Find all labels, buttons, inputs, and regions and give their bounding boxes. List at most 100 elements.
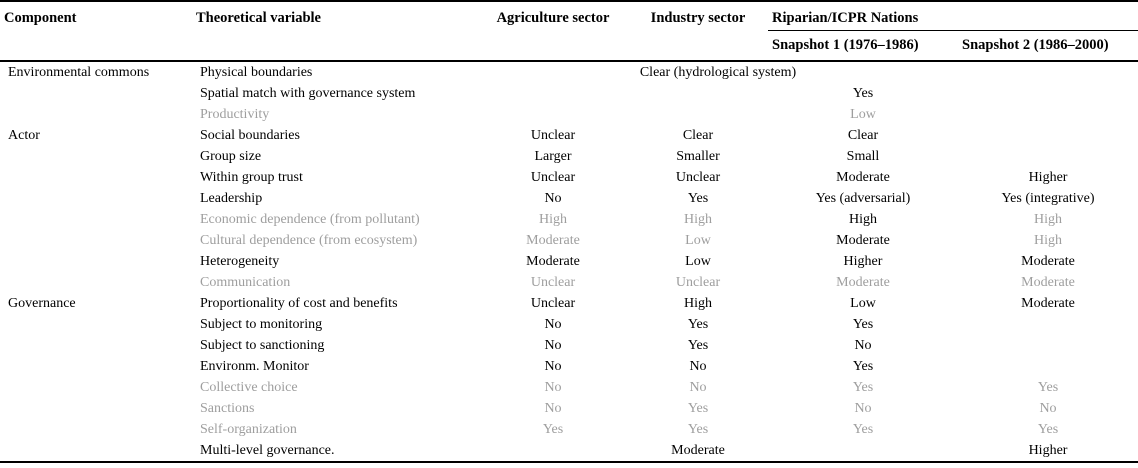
col-header-variable: Theoretical variable (196, 10, 321, 26)
cell-snapshot2: Yes (integrative) (1001, 191, 1095, 206)
cell-component: Environmental commons (0, 60, 192, 83)
table-row: Heterogeneity Moderate Low Higher Modera… (0, 251, 1138, 272)
cell-merged-span: Clear (hydrological system) (478, 60, 958, 83)
cell-agriculture: No (544, 359, 562, 374)
cell-snapshot2: High (1034, 212, 1062, 227)
cell-component (0, 146, 192, 167)
table-row: Sanctions No Yes No No (0, 398, 1138, 419)
cell-variable: Productivity (200, 107, 270, 122)
cell-agriculture (478, 440, 628, 462)
cell-snapshot2: Yes (1037, 422, 1059, 437)
cell-component (0, 356, 192, 377)
cell-snapshot1: Yes (852, 380, 874, 395)
cell-industry: High (684, 296, 712, 311)
table-row: Economic dependence (from pollutant) Hig… (0, 209, 1138, 230)
cell-snapshot1: Small (846, 149, 880, 164)
cell-variable: Proportionality of cost and benefits (200, 296, 398, 311)
cell-industry (628, 83, 768, 104)
cell-component (0, 104, 192, 125)
cell-snapshot1: Low (850, 296, 876, 311)
cell-snapshot2: High (1034, 233, 1062, 248)
cell-component (0, 377, 192, 398)
cell-snapshot2 (958, 356, 1138, 377)
col-header-component: Component (4, 10, 77, 26)
cell-component: Actor (8, 128, 40, 143)
table-row: Collective choice No No Yes Yes (0, 377, 1138, 398)
cell-agriculture: No (544, 317, 562, 332)
cell-snapshot2 (958, 104, 1138, 125)
cell-industry: Unclear (675, 170, 721, 185)
cell-snapshot2 (958, 335, 1138, 356)
cell-industry: No (689, 359, 707, 374)
cell-snapshot2 (958, 125, 1138, 146)
table-row: Group size Larger Smaller Small (0, 146, 1138, 167)
cell-snapshot2: No (1039, 401, 1057, 416)
cell-variable: Sanctions (200, 401, 255, 416)
cell-industry: Yes (687, 338, 709, 353)
cell-industry: Yes (687, 422, 709, 437)
cell-agriculture: Unclear (530, 170, 576, 185)
cell-agriculture: Unclear (530, 296, 576, 311)
cell-variable: Multi-level governance. (200, 443, 335, 458)
cell-industry: Clear (682, 128, 714, 143)
cell-industry: Low (685, 254, 711, 269)
cell-snapshot1: Low (850, 107, 876, 122)
cell-agriculture: Moderate (526, 254, 580, 269)
cell-agriculture: Larger (534, 149, 572, 164)
cell-industry: High (684, 212, 712, 227)
cell-component (0, 335, 192, 356)
cell-snapshot2: Moderate (1021, 275, 1075, 290)
cell-component (0, 230, 192, 251)
cell-snapshot1: No (854, 401, 872, 416)
table-row: Leadership No Yes Yes (adversarial) Yes … (0, 188, 1138, 209)
cell-snapshot1: Moderate (836, 233, 890, 248)
cell-component: Governance (8, 296, 76, 311)
table-row: Spatial match with governance system Yes (0, 83, 1138, 104)
cell-industry: Low (685, 233, 711, 248)
cell-snapshot1: Higher (843, 254, 883, 269)
cell-snapshot1: No (854, 338, 872, 353)
cell-component (0, 209, 192, 230)
header-row-snapshots: Snapshot 1 (1976–1986) Snapshot 2 (1986–… (0, 31, 1138, 62)
cell-snapshot2 (958, 83, 1138, 104)
cell-component (0, 419, 192, 440)
cell-industry: Unclear (675, 275, 721, 290)
cell-component (0, 167, 192, 188)
cell-variable: Cultural dependence (from ecosystem) (200, 233, 418, 248)
cell-variable: Subject to sanctioning (200, 338, 325, 353)
cell-snapshot1 (768, 440, 958, 462)
cell-snapshot1: High (849, 212, 877, 227)
cell-snapshot1: Yes (852, 359, 874, 374)
table-row: Communication Unclear Unclear Moderate M… (0, 272, 1138, 293)
cell-component (0, 314, 192, 335)
cell-variable: Group size (200, 149, 262, 164)
table-row: Governance Proportionality of cost and b… (0, 293, 1138, 314)
cell-industry: Yes (687, 401, 709, 416)
cell-variable: Heterogeneity (200, 254, 280, 269)
cell-agriculture: Unclear (530, 275, 576, 290)
col-header-snapshot1: Snapshot 1 (1976–1986) (772, 37, 919, 53)
cell-snapshot1: Moderate (836, 275, 890, 290)
cell-snapshot2: Moderate (1021, 296, 1075, 311)
cell-component (0, 188, 192, 209)
cell-agriculture (478, 83, 628, 104)
cell-variable: Within group trust (200, 170, 303, 185)
cell-snapshot1: Yes (852, 317, 874, 332)
cell-snapshot1: Yes (adversarial) (815, 191, 911, 206)
cell-variable: Spatial match with governance system (200, 86, 416, 101)
cell-snapshot1: Yes (852, 422, 874, 437)
header-row-main: Component Theoretical variable Agricultu… (0, 1, 1138, 31)
cell-snapshot2: Higher (1028, 443, 1068, 458)
cell-agriculture: Moderate (526, 233, 580, 248)
cell-agriculture (478, 104, 628, 125)
cell-snapshot2 (958, 314, 1138, 335)
cell-snapshot1: Moderate (836, 170, 890, 185)
cell-industry: Smaller (676, 149, 720, 164)
table-row: Subject to monitoring No Yes Yes (0, 314, 1138, 335)
cell-variable: Communication (200, 275, 291, 290)
cell-component (0, 83, 192, 104)
cell-component (0, 440, 192, 462)
cell-variable: Subject to monitoring (200, 317, 323, 332)
cell-agriculture: No (544, 338, 562, 353)
